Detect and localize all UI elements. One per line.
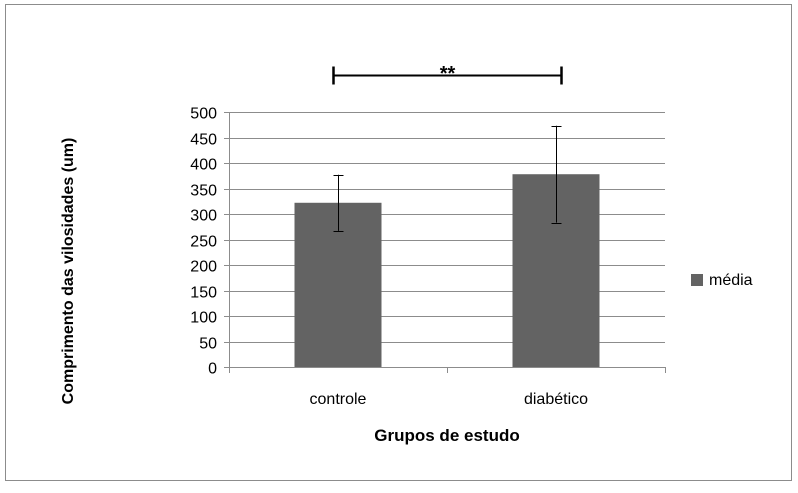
y-tick-labels: 0 50 100 150 200 250 300 350 400 450 500 <box>190 106 217 378</box>
legend-swatch-media <box>691 274 703 286</box>
y-tick-label: 50 <box>199 336 217 353</box>
x-tick-label-1: diabético <box>524 391 588 408</box>
y-tick-label: 350 <box>190 183 217 200</box>
bars <box>294 174 600 367</box>
y-tick-label: 300 <box>190 208 217 225</box>
y-tick-label: 0 <box>208 361 217 378</box>
x-tick-label-0: controle <box>310 391 367 408</box>
x-tick-labels: controle diabético <box>310 391 589 408</box>
legend: média <box>691 272 753 289</box>
error-bars <box>333 125 562 232</box>
y-tick-label: 250 <box>190 234 217 251</box>
y-tick-label: 400 <box>190 157 217 174</box>
x-axis-label: Grupos de estudo <box>374 426 519 445</box>
significance-stars: ** <box>440 63 456 85</box>
y-tick-label: 500 <box>190 106 217 123</box>
y-tick-label: 450 <box>190 132 217 149</box>
y-tick-label: 200 <box>190 259 217 276</box>
legend-label-media: média <box>709 272 753 289</box>
significance-annotation: ** <box>332 63 563 85</box>
chart-border <box>5 4 792 481</box>
y-tick-label: 150 <box>190 285 217 302</box>
y-axis-label: Comprimento das vilosidades (um) <box>60 138 77 405</box>
y-tick-label: 100 <box>190 310 217 327</box>
axes <box>224 112 666 373</box>
